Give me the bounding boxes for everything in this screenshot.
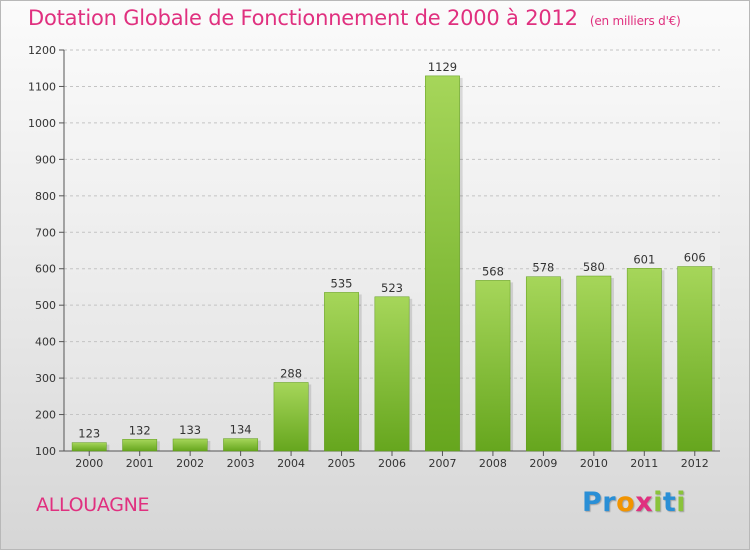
x-tick-label: 2010 xyxy=(580,457,608,470)
bar xyxy=(273,382,309,452)
bar-value-label: 568 xyxy=(482,264,504,278)
bar xyxy=(576,275,612,452)
x-tick-label: 2002 xyxy=(176,457,204,470)
bar xyxy=(122,439,158,452)
chart-title: Dotation Globale de Fonctionnement de 20… xyxy=(28,6,681,30)
y-tick-label: 900 xyxy=(35,153,56,166)
bar xyxy=(475,280,511,452)
y-tick-label: 1000 xyxy=(28,117,56,130)
bar xyxy=(223,438,259,452)
bar-value-label: 578 xyxy=(532,261,554,275)
bar xyxy=(374,296,410,452)
bar-value-label: 601 xyxy=(633,252,655,266)
y-tick-label: 400 xyxy=(35,336,56,349)
logo-letter: i xyxy=(653,487,663,518)
bar-value-label: 1129 xyxy=(428,60,457,74)
logo-letter: i xyxy=(676,487,687,518)
commune-name: ALLOUAGNE xyxy=(36,494,150,516)
bar-value-label: 606 xyxy=(684,251,706,265)
y-tick-label: 1200 xyxy=(28,44,56,57)
bar xyxy=(677,266,713,452)
y-tick-label: 200 xyxy=(35,409,56,422)
x-tick-label: 2005 xyxy=(328,457,356,470)
logo-letter: t xyxy=(662,487,677,518)
chart-unit: (en milliers d'€) xyxy=(589,14,681,28)
logo-letter: o xyxy=(616,487,636,518)
bar-value-label: 132 xyxy=(129,423,151,437)
chart-title-text: Dotation Globale de Fonctionnement de 20… xyxy=(28,6,578,30)
bar-value-label: 523 xyxy=(381,281,403,295)
bar-value-label: 134 xyxy=(230,423,252,437)
x-tick-label: 2011 xyxy=(630,457,658,470)
y-tick-label: 600 xyxy=(35,263,56,276)
bar xyxy=(324,292,359,452)
x-tick-label: 2004 xyxy=(277,457,305,470)
y-tick-label: 1100 xyxy=(28,80,56,93)
logo-letter: r xyxy=(602,487,617,518)
bar-value-label: 123 xyxy=(78,427,100,441)
bar xyxy=(425,75,460,452)
bar xyxy=(71,442,107,452)
x-tick-label: 2007 xyxy=(428,457,456,470)
x-tick-label: 2006 xyxy=(378,457,406,470)
bar xyxy=(172,438,208,452)
bar xyxy=(525,276,561,452)
y-tick-label: 100 xyxy=(35,445,56,458)
x-tick-label: 2008 xyxy=(479,457,507,470)
x-tick-label: 2009 xyxy=(529,457,557,470)
logo-letter: x xyxy=(635,487,654,518)
x-tick-label: 2000 xyxy=(75,457,103,470)
x-tick-label: 2012 xyxy=(681,457,709,470)
bar-value-label: 535 xyxy=(331,276,353,290)
y-tick-label: 500 xyxy=(35,299,56,312)
proxiti-logo: Proxiti xyxy=(582,487,686,518)
bar-value-label: 133 xyxy=(179,423,201,437)
bar-value-label: 288 xyxy=(280,366,302,380)
y-tick-label: 800 xyxy=(35,190,56,203)
logo-letter: P xyxy=(582,487,603,518)
y-tick-label: 300 xyxy=(35,372,56,385)
bar-value-label: 580 xyxy=(583,260,605,274)
x-tick-label: 2001 xyxy=(126,457,154,470)
bar xyxy=(626,268,662,452)
x-tick-label: 2003 xyxy=(227,457,255,470)
y-tick-label: 700 xyxy=(35,226,56,239)
